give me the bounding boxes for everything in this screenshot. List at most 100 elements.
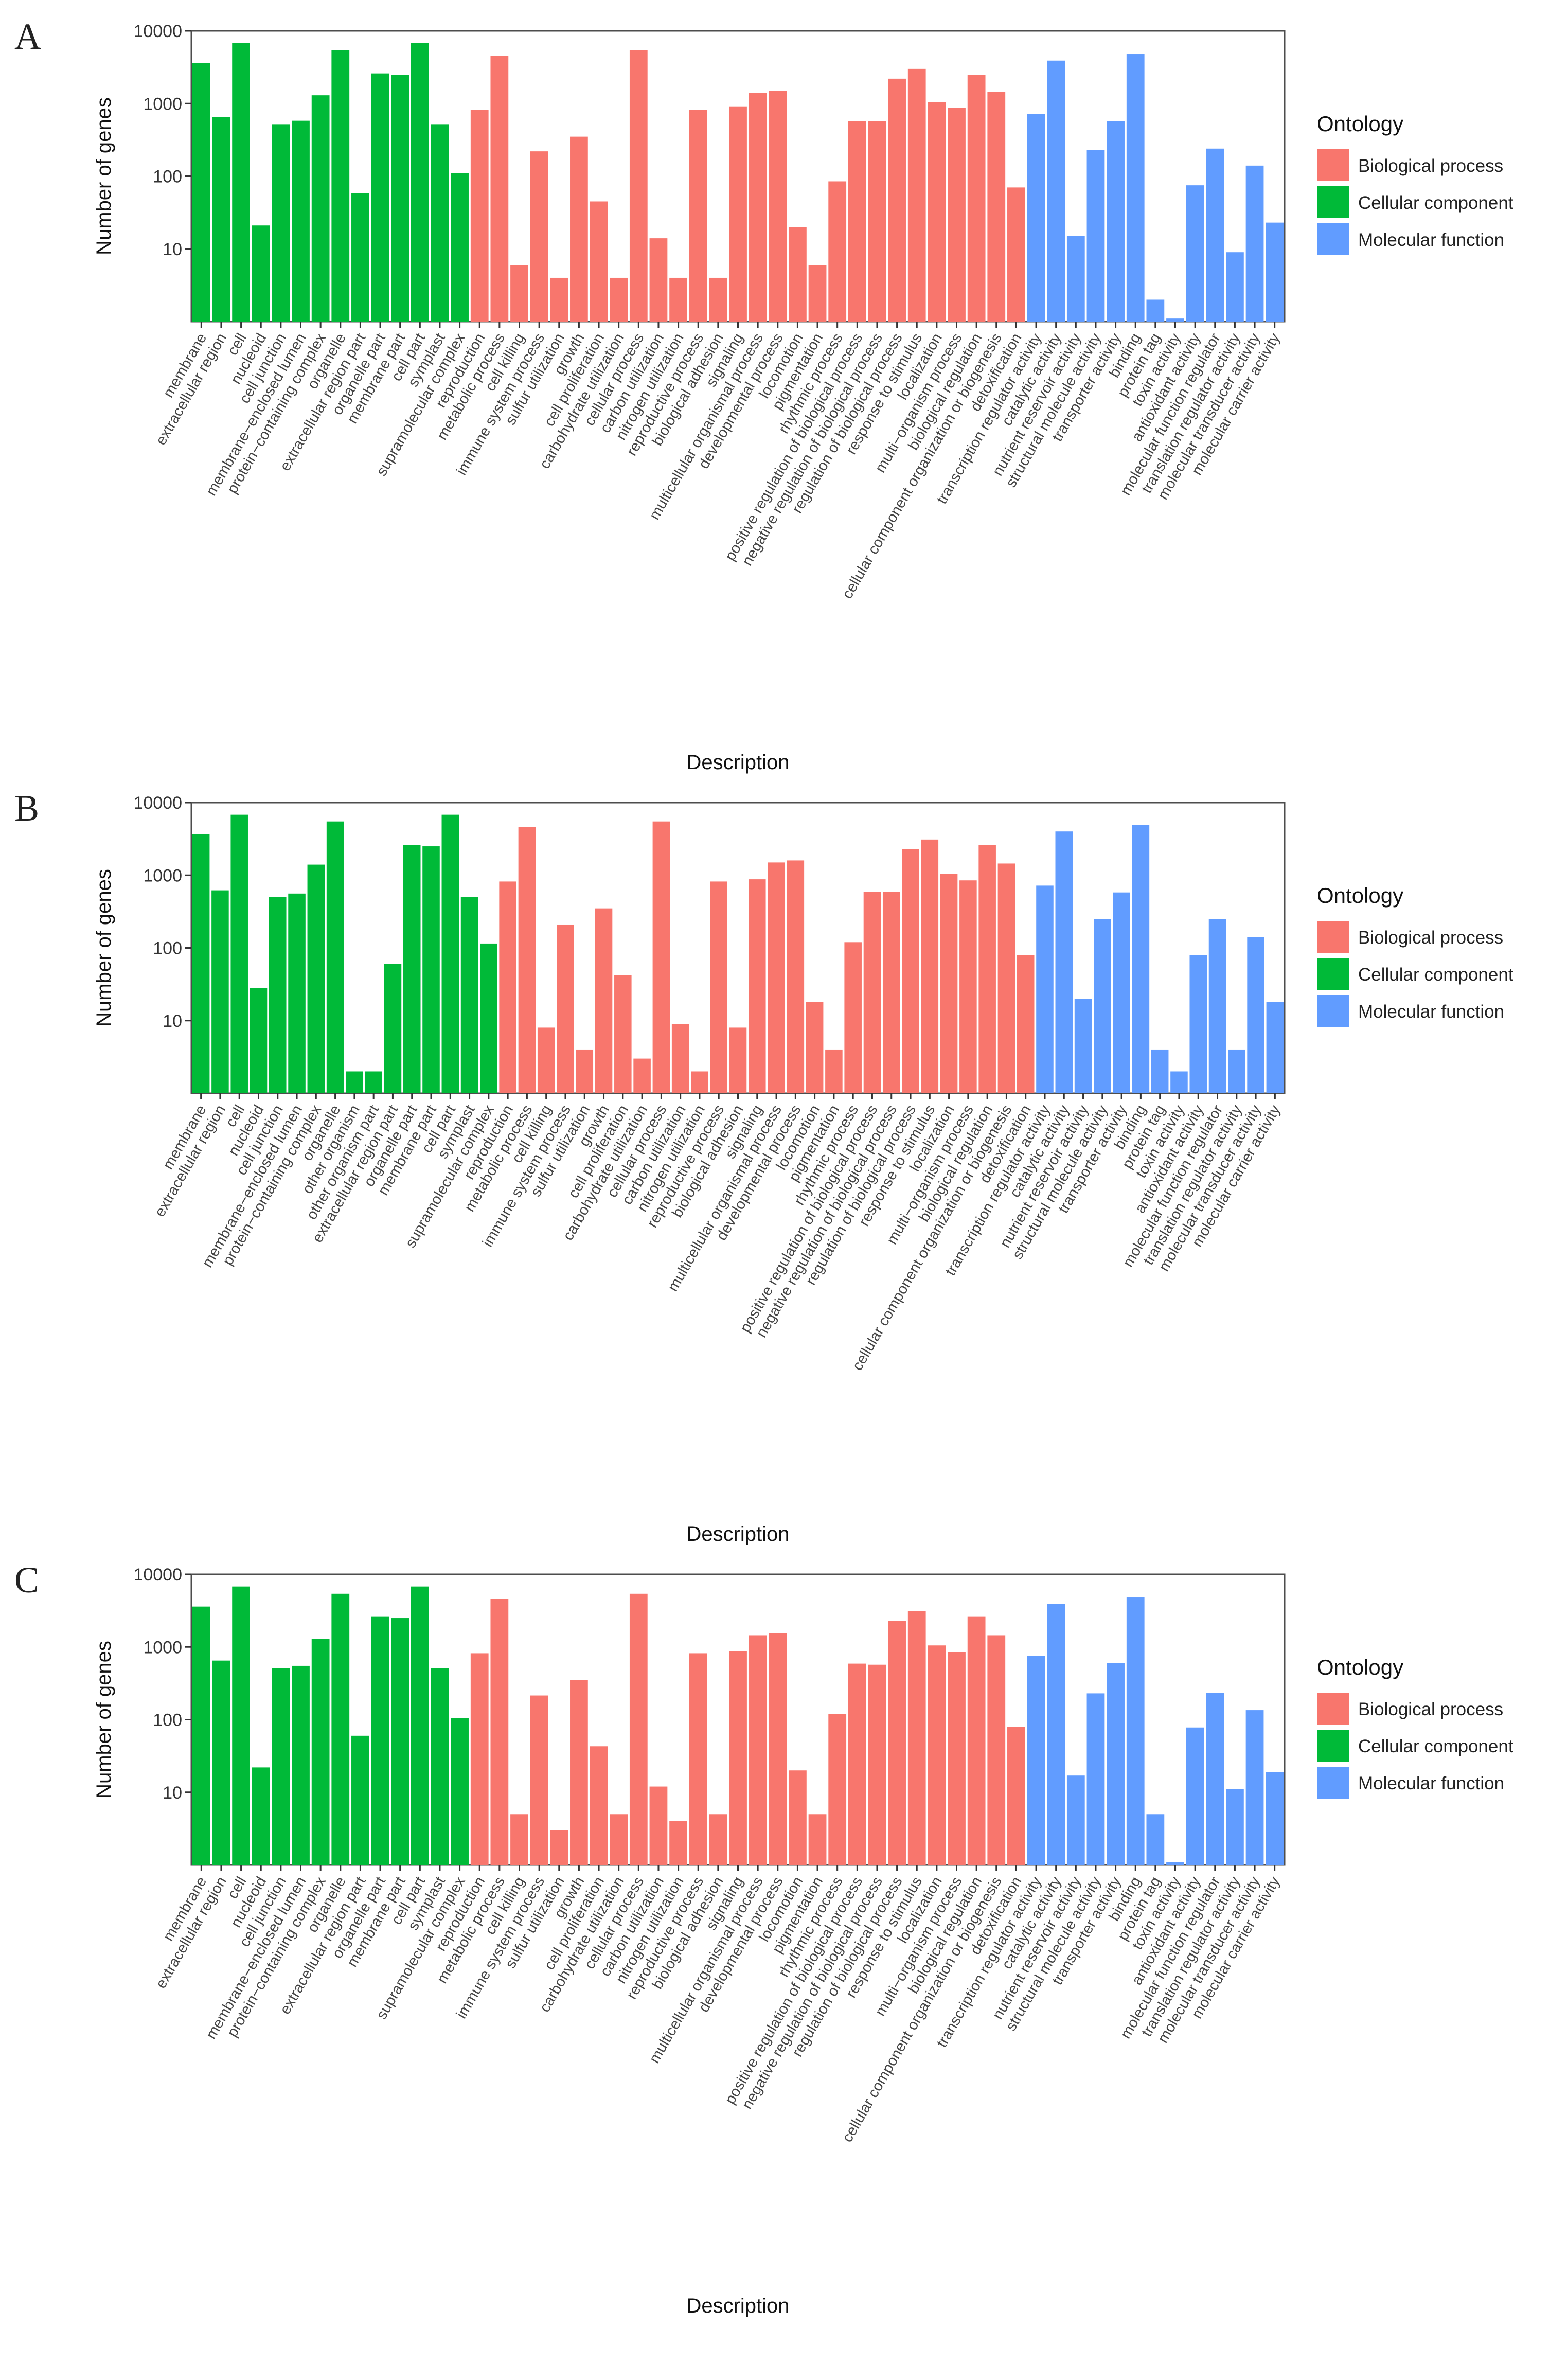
bar: [921, 839, 939, 1093]
bar: [192, 63, 210, 322]
bar: [550, 277, 568, 322]
bar: [691, 1071, 708, 1093]
bar: [470, 1653, 489, 1865]
bar: [252, 225, 270, 322]
bar: [331, 50, 350, 322]
y-axis-title: Number of genes: [93, 869, 115, 1027]
bar: [431, 124, 449, 322]
legend-key: [1317, 1693, 1349, 1725]
bar: [490, 56, 509, 322]
bar: [1146, 1814, 1165, 1865]
bar: [633, 1058, 651, 1093]
bar: [729, 1651, 747, 1865]
legend-key: [1317, 921, 1349, 953]
legend-key: [1317, 149, 1349, 181]
y-tick-label: 1000: [143, 1638, 182, 1657]
bar: [1086, 1693, 1105, 1865]
bar: [1007, 1727, 1025, 1865]
legend: Ontology Biological process Cellular compo…: [1317, 112, 1513, 255]
bar: [902, 849, 919, 1093]
bar: [652, 821, 670, 1093]
legend-key: [1317, 1767, 1349, 1799]
bar: [192, 833, 210, 1093]
bar: [828, 181, 847, 322]
bar: [806, 1002, 824, 1093]
y-tick-label: 10: [163, 1783, 182, 1803]
bar: [749, 879, 766, 1093]
bar: [451, 1718, 469, 1865]
bar: [460, 897, 478, 1093]
legend-label: Biological process: [1358, 928, 1503, 948]
bar: [570, 136, 588, 322]
bar: [510, 1814, 528, 1865]
bar: [669, 277, 687, 322]
bar: [411, 1586, 429, 1865]
bar: [882, 892, 900, 1093]
bar: [649, 238, 668, 322]
bar: [441, 814, 459, 1093]
bar: [1036, 885, 1054, 1093]
bar: [868, 1664, 886, 1865]
bar: [1166, 1862, 1184, 1865]
bar: [470, 110, 489, 322]
legend-label: Cellular component: [1358, 1736, 1513, 1756]
bar: [252, 1767, 270, 1865]
x-axis-title: Description: [686, 2295, 789, 2317]
bar: [1074, 999, 1092, 1093]
bar: [510, 265, 528, 322]
bar: [614, 975, 632, 1093]
legend-title: Ontology: [1317, 112, 1403, 136]
bar: [326, 821, 344, 1093]
bar: [769, 91, 787, 322]
bar: [371, 73, 389, 322]
bar: [391, 1618, 409, 1865]
bar: [269, 897, 287, 1093]
bar: [844, 942, 862, 1093]
y-tick-label: 10000: [133, 22, 182, 41]
bar: [451, 173, 469, 322]
bar: [1126, 1597, 1145, 1865]
legend: Ontology Biological process Cellular compo…: [1317, 1655, 1513, 1799]
bar: [230, 814, 248, 1093]
y-tick-label: 10: [163, 1011, 182, 1031]
bar: [1151, 1049, 1169, 1093]
y-tick-label: 1000: [143, 94, 182, 114]
bar: [729, 106, 747, 322]
bar: [888, 78, 906, 322]
bar: [710, 881, 727, 1093]
bar: [232, 1586, 250, 1865]
legend-key: [1317, 186, 1349, 218]
bar: [808, 265, 827, 322]
bar: [749, 1635, 767, 1865]
legend-label: Molecular function: [1358, 1773, 1504, 1793]
bar: [948, 108, 966, 322]
bar: [1113, 892, 1130, 1093]
bar: [1266, 1772, 1284, 1865]
bar: [1132, 825, 1150, 1093]
bar: [967, 1616, 986, 1865]
bar: [365, 1071, 382, 1093]
legend-title: Ontology: [1317, 883, 1403, 908]
bar: [1186, 1727, 1204, 1865]
y-axis-title: Number of genes: [93, 1641, 115, 1799]
bar: [959, 880, 977, 1093]
bar: [192, 1606, 210, 1865]
bar: [1266, 1002, 1284, 1093]
legend-label: Biological process: [1358, 1699, 1503, 1719]
bar: [863, 892, 881, 1093]
bar: [1027, 114, 1045, 322]
bar: [928, 102, 946, 322]
bar: [649, 1786, 668, 1865]
bar: [550, 1830, 568, 1865]
bar: [1206, 148, 1224, 322]
bar: [1266, 222, 1284, 322]
bar: [250, 988, 268, 1093]
bar: [1226, 252, 1244, 322]
legend: Ontology Biological process Cellular compo…: [1317, 883, 1513, 1027]
bar: [997, 863, 1015, 1093]
bar: [868, 121, 886, 322]
bar: [431, 1668, 449, 1865]
bar: [1170, 1071, 1188, 1093]
